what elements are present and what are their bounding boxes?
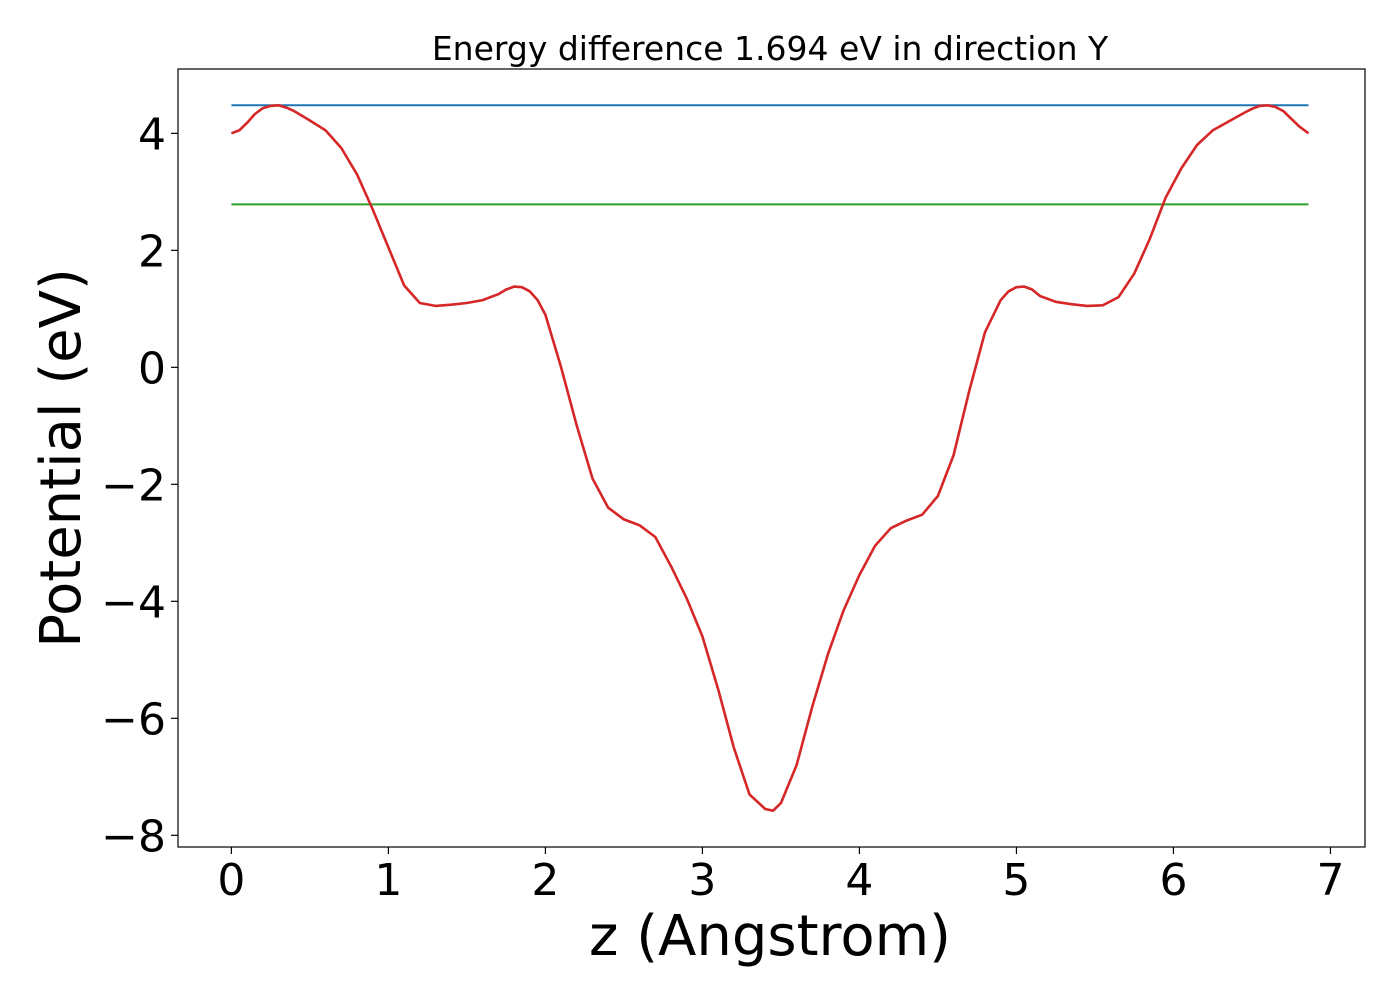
x-tick-label: 0 <box>217 855 245 906</box>
plot-frame <box>177 68 1366 848</box>
x-axis-ticks: 0 1 2 3 4 5 6 7 <box>217 847 1344 906</box>
y-axis-label: Potential (eV) <box>29 268 94 648</box>
x-tick-label: 3 <box>688 855 716 906</box>
series-layer <box>230 104 1310 813</box>
x-tick-label: 2 <box>531 855 559 906</box>
x-tick-label: 6 <box>1159 855 1187 906</box>
y-tick-label: −2 <box>101 460 166 511</box>
x-tick-label: 1 <box>374 855 402 906</box>
x-tick-label: 7 <box>1316 855 1344 906</box>
y-tick-label: −8 <box>101 811 166 862</box>
y-tick-label: 0 <box>138 343 166 394</box>
x-tick-label: 5 <box>1002 855 1030 906</box>
series-line-0 <box>230 104 1310 813</box>
y-tick-label: −4 <box>101 577 166 628</box>
y-axis-ticks: −8 −6 −4 −2 0 2 4 <box>101 109 178 862</box>
y-tick-label: −6 <box>101 694 166 745</box>
y-tick-label: 2 <box>138 226 166 277</box>
chart-title: Energy difference 1.694 eV in direction … <box>432 29 1109 68</box>
x-tick-label: 4 <box>845 855 873 906</box>
x-axis-label: z (Angstrom) <box>589 904 951 969</box>
y-tick-label: 4 <box>138 109 166 160</box>
